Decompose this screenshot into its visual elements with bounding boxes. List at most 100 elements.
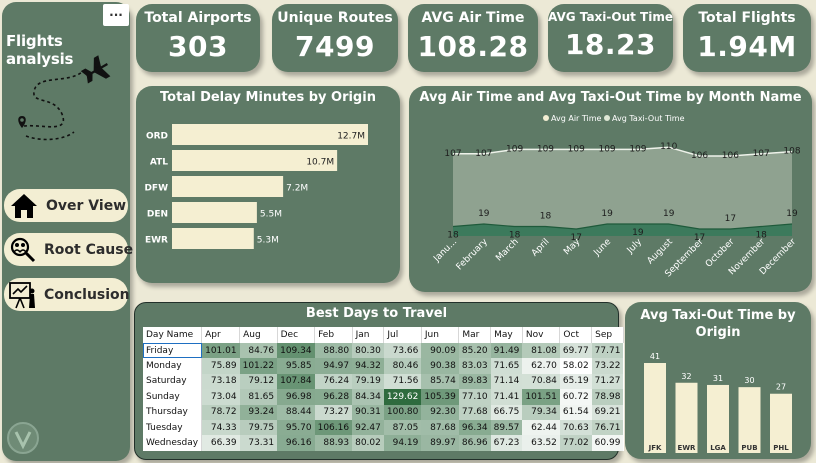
table-cell: 87.05 xyxy=(383,419,422,436)
table-row[interactable]: Monday 75.89 101.22 95.85 94.97 94.32 80.46 90.… xyxy=(143,358,624,374)
air-time-line xyxy=(453,146,793,157)
table-cell: 71.14 xyxy=(490,373,523,390)
air-time-data-label: 106 xyxy=(691,151,708,161)
bar-value-label: 12.7M xyxy=(337,132,365,142)
table-header-cell[interactable]: Apr xyxy=(201,327,241,343)
taxi-bar[interactable] xyxy=(675,382,698,453)
table-cell: 81.08 xyxy=(522,343,560,359)
bar-category-label: JFK xyxy=(648,444,662,452)
table-cell: 73.04 xyxy=(201,389,240,405)
table-row[interactable]: Tuesday 74.33 79.75 95.70 106.16 92.47 87.05 87… xyxy=(143,419,624,436)
bar-value-label: 5.3M xyxy=(257,236,279,246)
table-row[interactable]: Sunday 73.04 81.65 96.98 96.28 84.34 129.62 105… xyxy=(143,389,624,405)
table-cell: 83.03 xyxy=(458,358,491,374)
nav-conclusion-button[interactable]: Conclusion xyxy=(4,278,130,311)
nav-root-cause-button[interactable]: Root Cause xyxy=(4,233,133,266)
home-icon xyxy=(8,191,40,221)
table-header-cell[interactable]: Nov xyxy=(522,327,561,343)
delay-bar[interactable] xyxy=(172,228,254,249)
delay-bar[interactable] xyxy=(172,150,338,171)
table-cell: 74.33 xyxy=(201,419,240,436)
logo-icon xyxy=(7,422,39,454)
table-cell: 76.24 xyxy=(314,373,353,390)
delay-bar[interactable] xyxy=(172,202,257,223)
table-cell: 70.84 xyxy=(522,373,560,390)
bar-category-label: PHL xyxy=(773,444,789,452)
bar-category-label: ORD xyxy=(146,132,168,142)
table-cell: 69.21 xyxy=(591,404,624,420)
table-header-cell[interactable]: Jun xyxy=(421,327,460,343)
table-header-cell[interactable]: Sep xyxy=(591,327,624,343)
nav-overview-button[interactable]: Over View xyxy=(4,189,128,222)
table-row-day: Monday xyxy=(143,358,203,374)
table-row-day: Thursday xyxy=(143,404,203,420)
delay-bar[interactable] xyxy=(172,176,284,197)
delay-bar-chart: ORD 12.7M ATL 10.7M DFW 7.2M DEN 5.5M EWR 5.3M xyxy=(144,124,368,249)
air-taxi-by-month-chart: Avg Air Time and Avg Taxi-Out Time by Mo… xyxy=(409,86,812,292)
table-cell: 66.75 xyxy=(490,404,523,420)
kpi-value: 18.23 xyxy=(564,28,657,61)
taxi-out-data-label: 19 xyxy=(663,209,675,219)
table-header-cell[interactable]: May xyxy=(490,327,523,343)
air-time-data-label: 107 xyxy=(444,149,461,159)
table-header-cell[interactable]: Aug xyxy=(239,327,278,343)
nav-conclusion-label: Conclusion xyxy=(44,286,130,303)
table-row[interactable]: Friday 101.01 84.76 109.34 88.80 80.30 73.66 90… xyxy=(143,343,624,359)
table-header-cell[interactable]: Mar xyxy=(458,327,492,343)
table-header-cell[interactable]: Oct xyxy=(559,327,593,343)
taxi-out-data-label: 17 xyxy=(694,233,705,243)
taxi-bar[interactable] xyxy=(707,384,729,453)
table-cell: 94.19 xyxy=(383,435,422,451)
table-cell: 71.65 xyxy=(490,358,523,374)
legend-taxi-label: Avg Taxi-Out Time xyxy=(612,114,685,123)
delay-bar[interactable] xyxy=(172,124,368,145)
table-cell: 84.34 xyxy=(352,389,384,405)
taxi-bar[interactable] xyxy=(738,387,761,453)
table-cell: 95.70 xyxy=(277,419,315,436)
taxi-bar[interactable] xyxy=(770,393,792,453)
kpi-value: 1.94M xyxy=(697,30,797,63)
magnifier-people-icon xyxy=(8,235,38,265)
table-row-day: Wednesday xyxy=(143,435,203,451)
air-time-data-label: 109 xyxy=(629,144,646,154)
air-time-area xyxy=(453,147,792,236)
table-cell: 100.80 xyxy=(383,404,422,420)
kpi-value: 303 xyxy=(168,30,228,63)
table-header-cell[interactable]: Dec xyxy=(277,327,316,343)
table-header-cell[interactable]: Day Name xyxy=(143,327,203,343)
kpi-label: AVG Taxi-Out Time xyxy=(548,10,673,24)
taxi-bar[interactable] xyxy=(644,363,666,453)
table-cell: 77.71 xyxy=(591,343,624,359)
taxi-out-data-label: 19 xyxy=(786,209,798,219)
table-row[interactable]: Thursday 78.72 93.24 88.44 73.27 90.31 100.80 9… xyxy=(143,404,624,420)
table-header-cell[interactable]: Jan xyxy=(352,327,385,343)
table-cell: 80.02 xyxy=(352,435,384,451)
table-cell: 88.80 xyxy=(314,343,353,359)
table-header-cell[interactable]: Jul xyxy=(383,327,422,343)
table-row[interactable]: Wednesday 66.39 73.31 96.16 88.93 80.02 94.19 8… xyxy=(143,435,624,451)
bar-value-label: 41 xyxy=(650,352,660,361)
month-tick-label: March xyxy=(494,237,520,263)
table-cell: 77.68 xyxy=(458,404,491,420)
table-cell: 71.27 xyxy=(591,373,624,390)
table-cell: 69.77 xyxy=(559,343,592,359)
table-cell: 94.97 xyxy=(314,358,353,374)
table-cell: 73.27 xyxy=(314,404,353,420)
kpi-value: 108.28 xyxy=(417,30,529,63)
more-options-button[interactable]: ... xyxy=(103,4,129,26)
kpi-label: Total Flights xyxy=(698,10,796,26)
kpi-unique-routes: Unique Routes 7499 xyxy=(272,4,398,72)
kpi-avg-air-time: AVG Air Time 108.28 xyxy=(408,4,538,72)
table-cell: 62.44 xyxy=(522,419,560,436)
table-header-cell[interactable]: Feb xyxy=(314,327,353,343)
taxi-out-data-label: 18 xyxy=(509,231,521,241)
month-tick-label: August xyxy=(646,237,676,267)
nav-root-cause-label: Root Cause xyxy=(44,241,134,258)
table-cell: 67.23 xyxy=(490,435,523,451)
table-cell: 73.18 xyxy=(201,373,240,390)
table-cell: 88.93 xyxy=(314,435,353,451)
table-row[interactable]: Saturday 73.18 79.12 107.84 76.24 79.19 71.56 8… xyxy=(143,373,624,390)
table-cell: 129.62 xyxy=(383,389,422,405)
table-cell: 90.31 xyxy=(352,404,384,420)
taxi-out-data-label: 18 xyxy=(755,231,767,241)
